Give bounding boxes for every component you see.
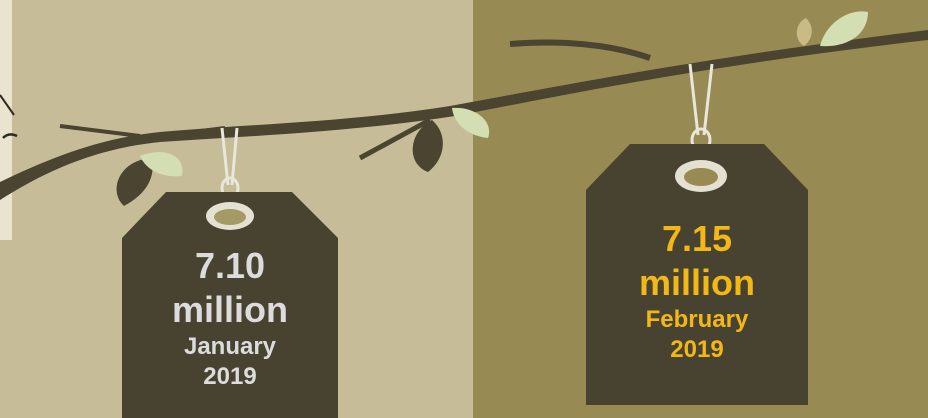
light-leaf — [140, 152, 183, 177]
twig — [159, 126, 226, 138]
tag-year: 2019 — [203, 363, 257, 390]
twig — [59, 124, 141, 138]
light-leaf — [820, 11, 868, 47]
tag-unit: million — [172, 289, 288, 330]
price-tag-february — [586, 144, 808, 405]
tag-month: February — [645, 306, 749, 333]
price-tag-january — [122, 192, 338, 418]
tag-unit: million — [639, 262, 755, 303]
twig — [358, 117, 432, 161]
tag-string — [688, 63, 714, 136]
dark-leaf — [412, 120, 443, 172]
tag-hole-inner — [214, 209, 246, 225]
twig — [509, 39, 651, 61]
arrow-fragment-tip — [2, 133, 18, 139]
tag-year: 2019 — [670, 336, 724, 363]
small-leaf — [796, 18, 812, 46]
tag-value: 7.15 — [661, 218, 733, 259]
dark-leaf — [116, 158, 153, 206]
january-tag-label: 7.10 million January 2019 — [122, 244, 338, 392]
light-leaf — [452, 107, 490, 138]
february-tag-label: 7.15 million February 2019 — [586, 217, 808, 365]
arrow-fragment — [0, 94, 15, 116]
tag-month: January — [183, 333, 277, 360]
branch — [0, 30, 928, 200]
tag-hole-inner — [684, 168, 718, 186]
tag-string — [220, 127, 239, 186]
tag-value: 7.10 — [194, 245, 266, 286]
